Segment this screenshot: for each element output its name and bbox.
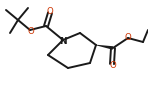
Text: O: O [28, 27, 34, 36]
Polygon shape [96, 45, 113, 50]
Text: N: N [59, 36, 67, 45]
Text: O: O [47, 8, 53, 17]
Text: O: O [125, 33, 131, 41]
Text: O: O [110, 61, 116, 69]
